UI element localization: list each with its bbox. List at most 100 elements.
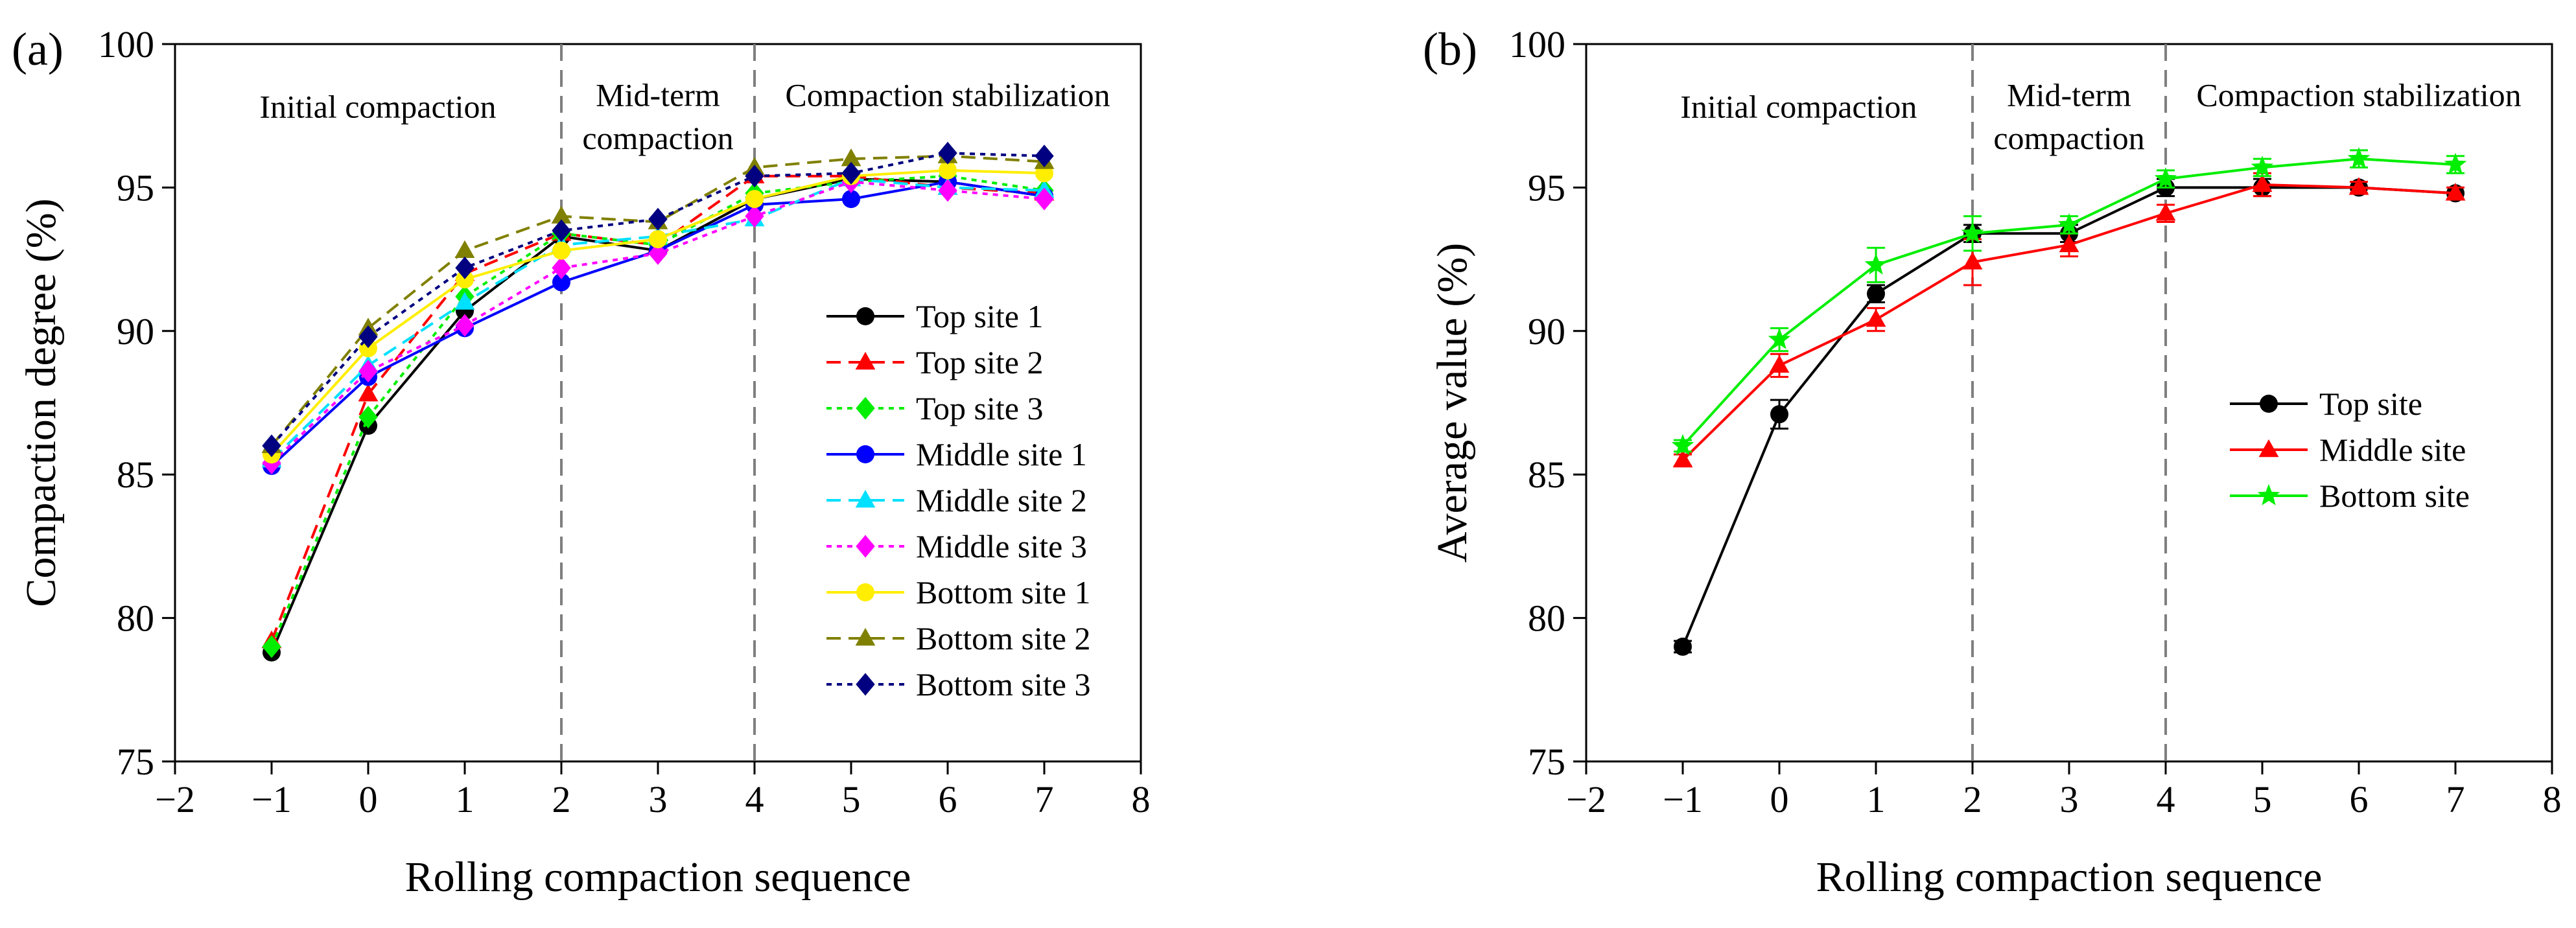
data-point — [1962, 251, 1983, 270]
x-tick-label: 2 — [1963, 778, 1982, 820]
data-point — [1672, 449, 1693, 468]
data-point — [358, 406, 378, 429]
legend-label: Middle site — [2319, 432, 2466, 468]
legend-label: Bottom site 3 — [916, 666, 1090, 702]
y-tick-label: 85 — [117, 454, 154, 496]
phase-label: Initial compaction — [1680, 88, 1917, 124]
data-point — [552, 241, 570, 260]
data-point — [358, 360, 378, 383]
data-point — [1864, 253, 1888, 275]
data-point — [648, 207, 668, 231]
legend-marker — [855, 351, 876, 370]
x-tick-label: −1 — [1663, 778, 1703, 820]
x-tick-label: 5 — [2253, 778, 2272, 820]
data-point — [454, 240, 475, 259]
y-tick-label: 80 — [117, 597, 154, 640]
x-tick-label: 5 — [842, 778, 861, 820]
data-point — [552, 256, 571, 279]
data-point — [841, 161, 861, 185]
x-tick-label: 7 — [2446, 778, 2465, 820]
legend-marker — [855, 627, 876, 646]
y-tick-label: 100 — [1509, 23, 1565, 65]
legend-marker — [856, 535, 875, 558]
series-bottom-site — [1671, 146, 2467, 456]
x-tick-label: 4 — [745, 778, 764, 820]
data-point — [2252, 174, 2273, 192]
phase-label: Mid-term — [2007, 77, 2131, 113]
data-point — [1769, 354, 1790, 373]
data-point — [745, 165, 764, 188]
phase-label: Initial compaction — [259, 88, 496, 124]
data-point — [1768, 327, 1791, 349]
y-axis-title: Compaction degree (%) — [18, 198, 65, 607]
panel-a: −2 −1 0 1 2 3 4 5 6 7 8 75 80 85 90 95 100 Rolling compac… — [12, 23, 1151, 901]
x-tick-label: −2 — [1566, 778, 1606, 820]
data-point — [1866, 308, 1886, 327]
legend-label: Bottom site 1 — [916, 574, 1090, 610]
panel-label: (a) — [12, 23, 64, 75]
y-tick-label: 90 — [117, 310, 154, 353]
x-tick-label: −2 — [155, 778, 195, 820]
legend-label: Bottom site — [2319, 478, 2470, 514]
series-bottom-site-3 — [262, 141, 1054, 458]
legend-marker — [856, 397, 875, 420]
data-point — [938, 141, 957, 165]
legend-marker — [856, 307, 874, 325]
x-tick-label: 6 — [939, 778, 957, 820]
panel-label: (b) — [1423, 23, 1477, 75]
series-middle-site-3 — [262, 170, 1054, 474]
x-tick-label: 6 — [2350, 778, 2369, 820]
x-tick-label: 1 — [456, 778, 474, 820]
data-point — [1867, 284, 1885, 303]
data-point — [648, 242, 668, 265]
legend: Top site 1 Top site 2 Top site 3 Middle sit… — [826, 298, 1090, 702]
panel-b: −2 −1 0 1 2 3 4 5 6 7 8 75 80 85 90 95 100 Rolling compac… — [1423, 23, 2562, 901]
data-point — [841, 148, 861, 167]
data-point — [2059, 234, 2079, 253]
x-tick-label: 3 — [2060, 778, 2079, 820]
y-tick-label: 95 — [1528, 167, 1565, 209]
data-point — [1671, 434, 1694, 456]
phase-label: compaction — [582, 120, 733, 156]
data-point — [358, 384, 379, 402]
data-point — [2445, 183, 2466, 201]
series-middle-site — [1672, 172, 2466, 468]
legend-label: Middle site 2 — [916, 482, 1087, 518]
y-tick-label: 75 — [1528, 741, 1565, 783]
data-point — [1035, 187, 1054, 211]
data-point — [745, 205, 764, 228]
legend-label: Middle site 1 — [916, 436, 1087, 472]
data-point — [262, 635, 281, 658]
x-tick-label: −1 — [252, 778, 292, 820]
data-point — [552, 273, 570, 292]
data-point — [262, 434, 281, 458]
legend-marker — [2257, 483, 2280, 505]
x-tick-label: 0 — [359, 778, 378, 820]
data-point — [745, 190, 764, 209]
y-tick-label: 95 — [117, 167, 154, 209]
y-tick-label: 90 — [1528, 310, 1565, 353]
x-tick-label: 2 — [552, 778, 571, 820]
legend-marker — [856, 445, 874, 463]
data-point — [2057, 213, 2081, 235]
data-point — [939, 161, 957, 180]
x-tick-label: 3 — [649, 778, 668, 820]
data-point — [455, 256, 474, 279]
x-tick-label: 8 — [2543, 778, 2562, 820]
x-axis-title: Rolling compaction sequence — [1816, 853, 2323, 901]
legend-label: Top site 1 — [916, 298, 1043, 334]
legend-label: Top site 2 — [916, 344, 1043, 380]
legend-marker — [856, 583, 874, 601]
data-point — [1770, 405, 1788, 424]
data-point — [2347, 146, 2371, 168]
x-tick-label: 4 — [2157, 778, 2175, 820]
phase-label: compaction — [1993, 120, 2144, 156]
y-axis-title: Average value (%) — [1429, 243, 1476, 563]
data-point — [2348, 177, 2369, 195]
legend-marker — [855, 489, 876, 508]
data-point — [842, 190, 860, 209]
x-axis-title: Rolling compaction sequence — [405, 853, 911, 901]
data-point — [2155, 203, 2176, 221]
data-point — [358, 325, 378, 349]
data-point — [455, 314, 474, 337]
